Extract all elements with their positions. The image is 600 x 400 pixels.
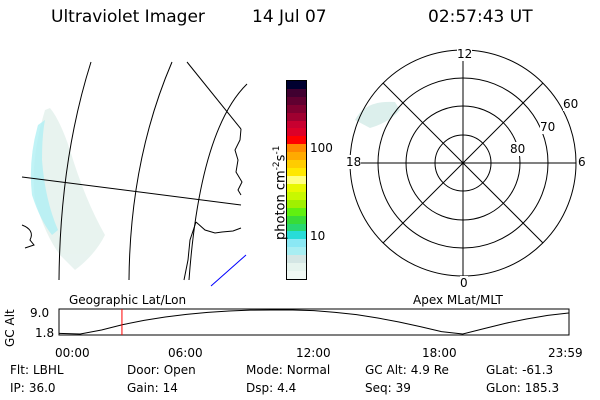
colorbar-swatch [287, 239, 306, 248]
status-label: Mode: [246, 363, 283, 377]
status-field: Dsp: 4.4 [246, 381, 296, 395]
lat-label-80: 80 [510, 142, 526, 156]
mlt-label-12: 12 [457, 47, 473, 61]
graticule [21, 61, 248, 281]
status-field: Mode: Normal [246, 363, 330, 377]
colorbar-swatch [287, 263, 306, 272]
colorbar [286, 80, 307, 280]
mlt-label-18: 18 [346, 155, 362, 169]
y-tick-max: 9.0 [30, 306, 50, 320]
x-tick-label: 12:00 [296, 346, 331, 360]
colorbar-swatch [287, 183, 306, 192]
colorbar-swatch [287, 191, 306, 200]
colorbar-swatch [287, 112, 306, 121]
status-field: GC Alt: 4.9 Re [365, 363, 449, 377]
status-field: Door: Open [127, 363, 196, 377]
status-label: GC Alt: [365, 363, 407, 377]
status-value: 36.0 [28, 381, 56, 395]
lat-label-70: 70 [540, 120, 556, 134]
instrument-title: Ultraviolet Imager [51, 7, 205, 27]
colorbar-swatch [287, 247, 306, 256]
colorbar-tick-100: 100 [310, 141, 333, 155]
x-tick-label: 00:00 [55, 346, 90, 360]
colorbar-swatch [287, 160, 306, 169]
lat-label-60: 60 [563, 97, 579, 111]
colorbar-swatch [287, 152, 306, 161]
status-label: IP: [10, 381, 25, 395]
status-value: 185.3 [524, 381, 560, 395]
colorbar-swatch [287, 271, 306, 279]
auroral-emission [30, 108, 105, 270]
time-label: 02:57:43 UT [428, 7, 533, 27]
status-value: Open [163, 363, 196, 377]
status-label: GLon: [486, 381, 521, 395]
status-value: LBHL [32, 363, 64, 377]
status-value: -61.3 [522, 363, 554, 377]
colorbar-swatch [287, 144, 306, 153]
colorbar-swatch [287, 128, 306, 137]
colorbar-swatch [287, 136, 306, 145]
chart-frame [58, 308, 570, 336]
status-label: Door: [127, 363, 160, 377]
date-label: 14 Jul 07 [252, 7, 327, 27]
status-value: 4.9 Re [410, 363, 449, 377]
status-field: GLat: -61.3 [486, 363, 553, 377]
status-field: Seq: 39 [365, 381, 411, 395]
colorbar-swatch [287, 104, 306, 113]
colorbar-swatch [287, 88, 306, 97]
colorbar-swatch [287, 176, 306, 184]
status-label: Dsp: [246, 381, 274, 395]
status-value: 14 [162, 381, 178, 395]
coastline [21, 128, 243, 281]
altitude-line [58, 309, 569, 335]
status-label: Seq: [365, 381, 392, 395]
colorbar-swatch [287, 207, 306, 216]
status-label: GLat: [486, 363, 519, 377]
x-tick-label: 06:00 [168, 346, 203, 360]
polar-emission [355, 101, 400, 128]
apex-label: Apex MLat/MLT [413, 293, 503, 307]
geographic-label: Geographic Lat/Lon [69, 293, 187, 307]
x-tick-label: 18:00 [422, 346, 457, 360]
colorbar-swatch [287, 255, 306, 264]
colorbar-swatch [287, 80, 306, 89]
status-value: 4.4 [277, 381, 297, 395]
colorbar-swatch [287, 231, 306, 240]
colorbar-swatch [287, 215, 306, 224]
status-field: Flt: LBHL [10, 363, 64, 377]
orbit-track [210, 254, 247, 287]
mlt-label-0: 0 [460, 276, 468, 290]
status-label: Flt: [10, 363, 29, 377]
status-field: Gain: 14 [127, 381, 178, 395]
colorbar-swatch [287, 120, 306, 129]
status-value: Normal [286, 363, 331, 377]
status-field: IP: 36.0 [10, 381, 56, 395]
colorbar-tick-10: 10 [310, 229, 326, 243]
colorbar-swatch [287, 168, 306, 177]
y-tick-min: 1.8 [35, 326, 55, 340]
x-tick-label: 23:59 [548, 346, 583, 360]
colorbar-swatch [287, 199, 306, 208]
status-label: Gain: [127, 381, 159, 395]
colorbar-swatch [287, 96, 306, 105]
mlt-label-6: 6 [578, 155, 586, 169]
status-field: GLon: 185.3 [486, 381, 559, 395]
status-value: 39 [395, 381, 411, 395]
colorbar-swatch [287, 223, 306, 232]
